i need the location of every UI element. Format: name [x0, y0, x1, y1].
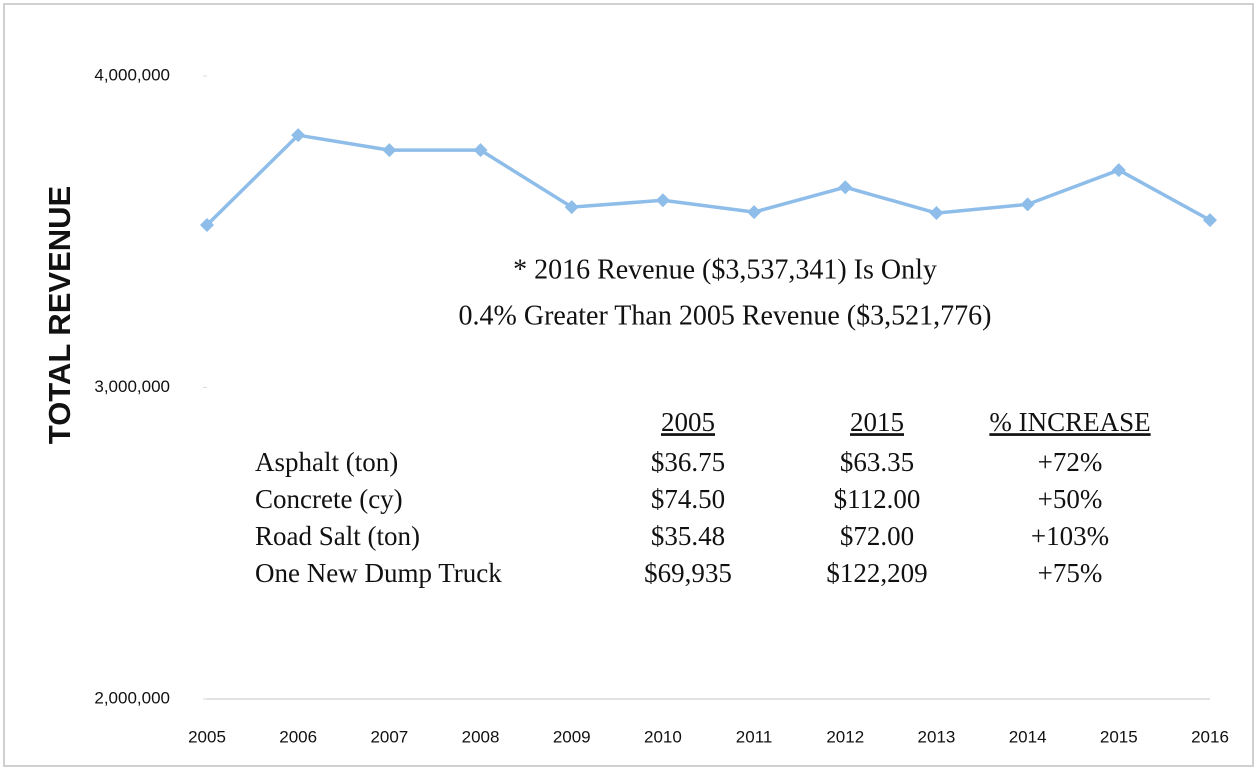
table-row-label: Asphalt (ton)	[255, 447, 398, 477]
x-tick-label: 2013	[918, 727, 956, 746]
marker	[655, 193, 670, 208]
marker	[747, 205, 762, 220]
y-tick-label: 3,000,000	[94, 377, 170, 396]
marker	[1020, 197, 1035, 212]
x-tick-label: 2009	[553, 727, 591, 746]
chart-border	[3, 3, 1254, 767]
table-cell: $112.00	[834, 484, 921, 514]
marker	[291, 128, 306, 143]
marker	[200, 217, 214, 232]
marker	[838, 180, 853, 195]
table-cell: +103%	[1031, 521, 1109, 551]
table-header: 2015	[850, 407, 904, 437]
annotation: 0.4% Greater Than 2005 Revenue ($3,521,7…	[459, 300, 992, 331]
table-cell: $36.75	[651, 447, 725, 477]
table-cell: $35.48	[651, 521, 725, 551]
marker	[1203, 213, 1217, 228]
x-tick-label: 2016	[1191, 727, 1229, 746]
x-tick-label: 2007	[370, 727, 408, 746]
table-cell: $69,935	[644, 558, 732, 588]
x-tick-label: 2015	[1100, 727, 1138, 746]
marker	[382, 143, 397, 158]
table-row-label: Road Salt (ton)	[255, 521, 420, 551]
table-cell: $63.35	[840, 447, 914, 477]
table-cell: $72.00	[840, 521, 914, 551]
table-cell: $74.50	[651, 484, 725, 514]
table-cell: $122,209	[826, 558, 927, 588]
table-row-label: Concrete (cy)	[255, 484, 403, 514]
x-tick-label: 2008	[462, 727, 500, 746]
x-tick-label: 2014	[1009, 727, 1047, 746]
x-tick-label: 2012	[826, 727, 864, 746]
y-tick-label: 4,000,000	[94, 65, 170, 84]
x-tick-label: 2010	[644, 727, 682, 746]
x-tick-label: 2005	[188, 727, 226, 746]
marker	[473, 143, 488, 158]
marker	[929, 206, 944, 221]
y-tick-label: 2,000,000	[94, 688, 170, 707]
x-tick-label: 2006	[279, 727, 317, 746]
table-header: 2005	[661, 407, 715, 437]
x-tick-label: 2011	[736, 727, 773, 746]
marker	[1111, 163, 1126, 178]
y-axis-label: TOTAL REVENUE	[42, 186, 77, 444]
marker	[564, 200, 579, 215]
table-row-label: One New Dump Truck	[255, 558, 502, 588]
line	[205, 133, 1211, 227]
annotation: * 2016 Revenue ($3,537,341) Is Only	[513, 254, 937, 285]
table-cell: +50%	[1038, 484, 1103, 514]
table-header: % INCREASE	[989, 407, 1150, 437]
table-cell: +75%	[1038, 558, 1103, 588]
table-cell: +72%	[1038, 447, 1103, 477]
